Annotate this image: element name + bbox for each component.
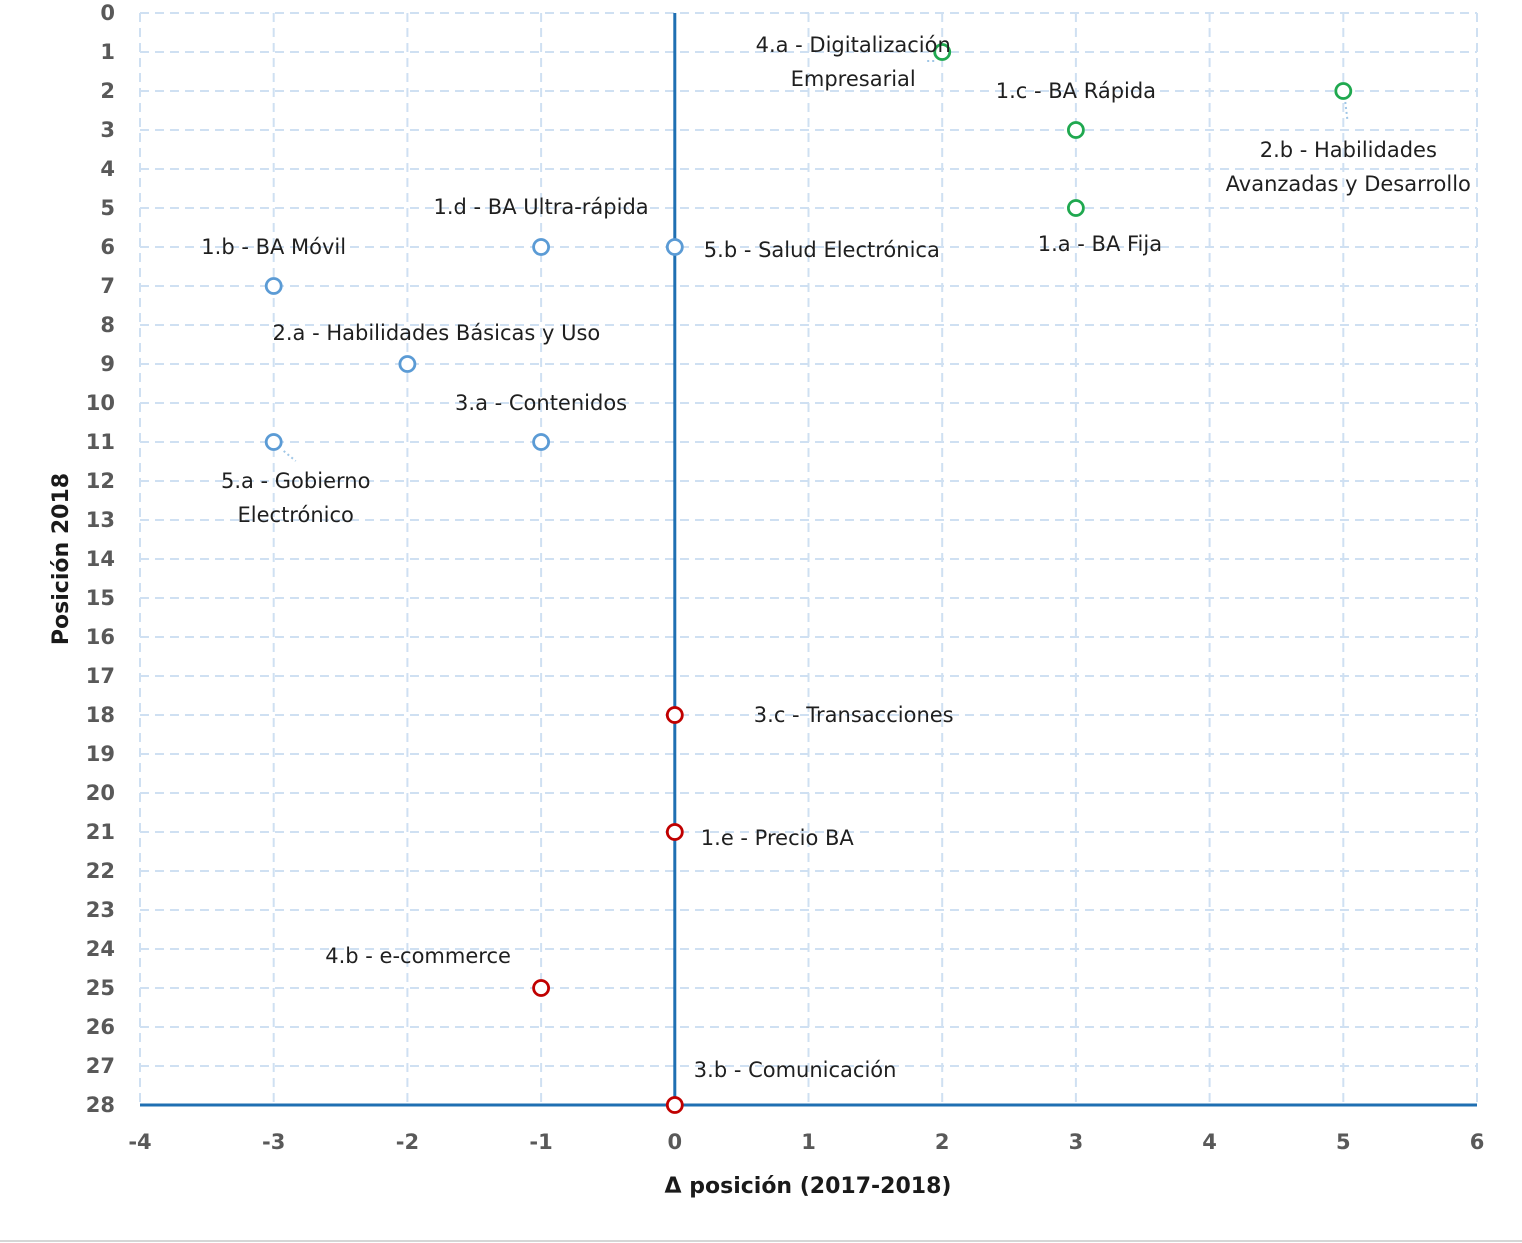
x-tick-label: -1 [529, 1130, 552, 1154]
y-tick-label: 16 [86, 625, 115, 649]
x-tick-label: 6 [1470, 1130, 1485, 1154]
data-label-4b: 4.b - e-commerce [325, 944, 511, 968]
y-tick-label: 23 [86, 898, 115, 922]
y-tick-label: 28 [86, 1093, 115, 1117]
x-tick-label: 1 [801, 1130, 816, 1154]
y-tick-label: 12 [86, 469, 115, 493]
x-tick-label: 5 [1336, 1130, 1351, 1154]
data-point-1e [665, 823, 684, 841]
label-leader-line [283, 450, 297, 462]
data-label-1d: 1.d - BA Ultra-rápida [434, 195, 649, 219]
data-label-3c: 3.c - Transacciones [754, 703, 954, 727]
data-label-2b: Avanzadas y Desarrollo [1226, 172, 1471, 196]
label-leader-line [1344, 101, 1349, 120]
x-tick-label: 0 [667, 1130, 682, 1154]
y-tick-label: 2 [100, 79, 115, 103]
y-tick-label: 27 [86, 1054, 115, 1078]
data-point-3b [665, 1096, 684, 1114]
data-point-5b [665, 238, 684, 256]
data-label-2a: 2.a - Habilidades Básicas y Uso [273, 321, 601, 345]
data-label-3a: 3.a - Contenidos [455, 391, 627, 415]
y-tick-label: 24 [86, 937, 115, 961]
data-label-5a: Electrónico [238, 503, 354, 527]
y-tick-label: 26 [86, 1015, 115, 1039]
grid [139, 12, 1478, 1106]
data-point-3a [532, 433, 550, 451]
data-point-2a [398, 355, 417, 373]
y-tick-label: 4 [100, 157, 115, 181]
x-tick-label: -4 [128, 1130, 151, 1154]
data-point-1b [264, 277, 283, 295]
data-point-1c [1067, 121, 1085, 139]
data-point-3c [665, 706, 684, 724]
tick-labels: -4 -3 -2 -1 0 1 2 3 4 5 60123456789101112131415161… [86, 1, 1485, 1154]
data-label-1a: 1.a - BA Fija [1038, 232, 1162, 256]
y-tick-label: 1 [100, 40, 115, 64]
y-tick-label: 22 [86, 859, 115, 883]
y-tick-label: 6 [100, 235, 115, 259]
data-label-1b: 1.b - BA Móvil [201, 235, 346, 259]
x-tick-label: -2 [396, 1130, 419, 1154]
data-points [264, 43, 1353, 1114]
data-label-1c: 1.c - BA Rápida [996, 79, 1156, 103]
data-label-3b: 3.b - Comunicación [694, 1058, 897, 1082]
x-axis-title: Δ posición (2017-2018) [665, 1174, 952, 1199]
y-axis-title: Posición 2018 [49, 473, 74, 645]
x-tick-label: 2 [935, 1130, 950, 1154]
data-label-1e: 1.e - Precio BA [701, 826, 855, 850]
y-tick-label: 17 [86, 664, 115, 688]
data-label-4a: Empresarial [791, 67, 916, 91]
y-tick-label: 14 [86, 547, 115, 571]
axes [140, 13, 1477, 1107]
x-tick-label: -3 [262, 1130, 285, 1154]
x-tick-label: 4 [1202, 1130, 1217, 1154]
data-point-2b [1334, 82, 1353, 100]
y-tick-label: 10 [86, 391, 115, 415]
y-tick-label: 20 [86, 781, 115, 805]
data-label-4a: 4.a - Digitalización [756, 33, 951, 57]
y-tick-label: 5 [100, 196, 115, 220]
y-tick-label: 25 [86, 976, 115, 1000]
point-labels: 4.a - Digitalización Empresarial 1.c - BA … [201, 33, 1471, 1082]
y-tick-label: 19 [86, 742, 115, 766]
data-point-1d [532, 238, 550, 256]
y-tick-label: 11 [86, 430, 115, 454]
y-tick-label: 15 [86, 586, 115, 610]
data-point-1a [1067, 199, 1085, 217]
data-label-5a: 5.a - Gobierno [221, 469, 370, 493]
y-tick-label: 21 [86, 820, 115, 844]
y-tick-label: 18 [86, 703, 115, 727]
y-tick-label: 9 [100, 352, 115, 376]
data-point-5a [264, 433, 283, 451]
y-tick-label: 7 [100, 274, 115, 298]
y-tick-label: 13 [86, 508, 115, 532]
data-label-2b: 2.b - Habilidades [1260, 138, 1437, 162]
x-tick-label: 3 [1069, 1130, 1084, 1154]
y-tick-label: 3 [100, 118, 115, 142]
y-tick-label: 0 [100, 1, 115, 25]
leader-lines [283, 60, 1349, 462]
data-label-5b: 5.b - Salud Electrónica [704, 238, 940, 262]
y-tick-label: 8 [100, 313, 115, 337]
data-point-4a [933, 43, 952, 61]
data-point-4b [532, 979, 550, 997]
